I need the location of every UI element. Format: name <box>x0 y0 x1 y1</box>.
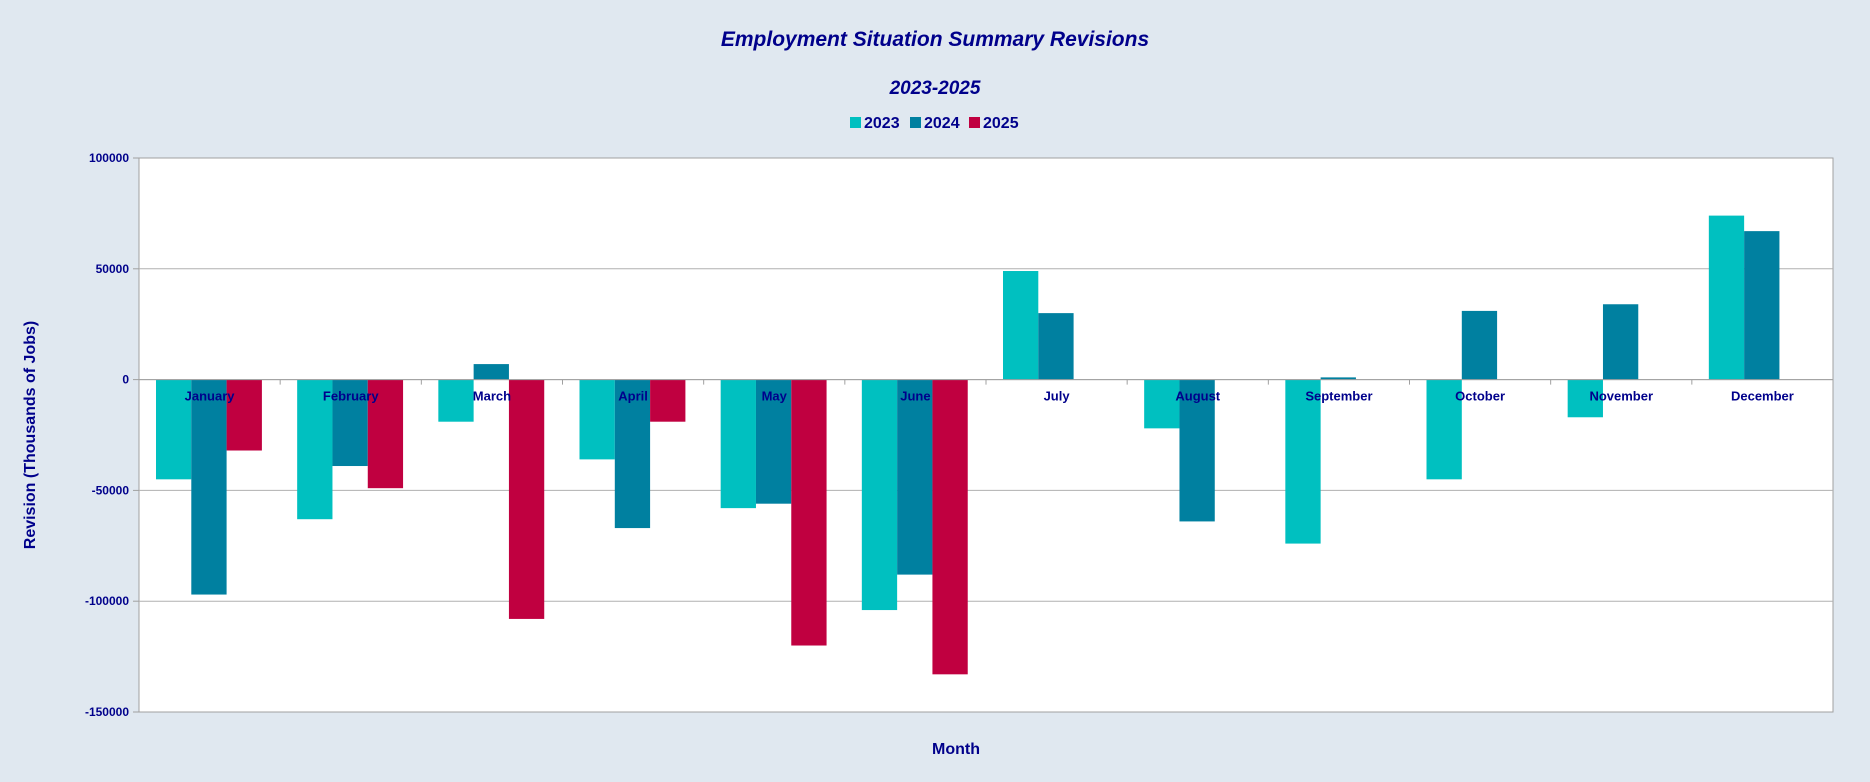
y-axis-label: Revision (Thousands of Jobs) <box>22 321 39 549</box>
bar-2024-october <box>1461 310 1498 380</box>
bar-2024-june <box>897 379 933 575</box>
bar-2023-march <box>438 379 474 422</box>
x-tick-label: December <box>1731 389 1794 404</box>
x-tick-label: March <box>473 389 511 404</box>
bar-2023-december <box>1708 215 1745 380</box>
bar-2023-october <box>1426 379 1462 480</box>
x-tick-label: September <box>1305 389 1372 404</box>
bar-2024-february <box>332 379 368 467</box>
bar-2023-september <box>1285 379 1321 544</box>
bar-2025-april <box>650 379 686 422</box>
bar-2023-february <box>297 379 333 520</box>
bar-2024-august <box>1179 379 1215 522</box>
bar-2023-august <box>1144 379 1180 429</box>
bar-2023-july <box>1003 271 1039 380</box>
x-tick-label: February <box>323 389 379 404</box>
bar-2023-january <box>156 379 192 480</box>
legend-swatch <box>850 117 861 128</box>
bar-2024-november <box>1602 304 1639 380</box>
x-tick-label: July <box>1044 389 1071 404</box>
x-tick-label: October <box>1455 389 1505 404</box>
plot-area <box>138 157 1834 713</box>
y-tick-label: 0 <box>122 373 129 387</box>
legend-label: 2024 <box>924 115 960 132</box>
bar-2023-november <box>1567 379 1603 418</box>
bar-2023-june <box>861 379 898 611</box>
bar-2023-april <box>579 379 615 460</box>
x-tick-label: January <box>185 389 236 404</box>
bar-2025-march <box>508 379 545 619</box>
x-tick-label: June <box>900 389 930 404</box>
legend-label: 2023 <box>864 115 900 132</box>
bar-2024-march <box>473 364 509 380</box>
y-tick-label: -50000 <box>92 483 130 497</box>
x-tick-label: April <box>618 389 648 404</box>
legend-swatch <box>969 117 980 128</box>
legend: 2023 2024 2025 <box>850 115 1019 132</box>
bar-2024-january <box>191 379 227 595</box>
y-tick-label: 100000 <box>89 151 129 165</box>
bar-2024-may <box>755 379 792 504</box>
bar-2024-july <box>1038 313 1074 380</box>
bar-2023-may <box>720 379 756 509</box>
chart-subtitle: 2023-2025 <box>889 78 981 99</box>
bar-2025-june <box>932 379 968 675</box>
x-tick-label: May <box>762 389 788 404</box>
y-tick-label: 50000 <box>96 262 130 276</box>
y-tick-label: -100000 <box>85 594 129 608</box>
x-axis: January February March April May June July Augu… <box>139 379 1833 404</box>
x-tick-label: November <box>1589 389 1653 404</box>
bar-2024-april <box>614 379 651 529</box>
bar-2024-december <box>1744 231 1780 380</box>
bar-2025-may <box>791 379 827 646</box>
x-axis-label: Month <box>932 741 980 758</box>
bar-2024-september <box>1320 377 1356 380</box>
bars <box>156 215 1780 675</box>
chart-title: Employment Situation Summary Revisions <box>721 28 1149 51</box>
bar-2025-january <box>226 379 262 451</box>
bar-2025-february <box>367 379 404 489</box>
legend-label: 2025 <box>983 115 1019 132</box>
x-tick-label: August <box>1175 389 1220 404</box>
y-axis: 100000 50000 0 -50000 -100000 -150000 <box>85 151 139 719</box>
y-tick-label: -150000 <box>85 705 129 719</box>
legend-swatch <box>910 117 921 128</box>
